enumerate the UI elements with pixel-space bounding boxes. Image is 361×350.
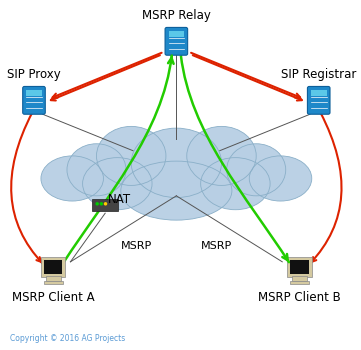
Text: MSRP Client B: MSRP Client B bbox=[258, 291, 341, 304]
FancyBboxPatch shape bbox=[44, 260, 62, 274]
FancyBboxPatch shape bbox=[290, 281, 309, 284]
Ellipse shape bbox=[201, 158, 270, 210]
FancyBboxPatch shape bbox=[45, 276, 61, 281]
Text: MSRP Client A: MSRP Client A bbox=[12, 291, 94, 304]
FancyBboxPatch shape bbox=[287, 257, 312, 277]
Ellipse shape bbox=[187, 126, 256, 186]
Ellipse shape bbox=[249, 156, 312, 201]
Ellipse shape bbox=[96, 126, 166, 186]
Ellipse shape bbox=[83, 158, 152, 210]
Text: SIP Registrar: SIP Registrar bbox=[281, 68, 356, 81]
Ellipse shape bbox=[131, 128, 222, 197]
Circle shape bbox=[96, 203, 98, 205]
FancyBboxPatch shape bbox=[169, 31, 184, 37]
Ellipse shape bbox=[67, 144, 126, 196]
Circle shape bbox=[100, 203, 103, 205]
Text: MSRP: MSRP bbox=[121, 241, 152, 251]
Circle shape bbox=[104, 203, 106, 205]
Text: SIP Proxy: SIP Proxy bbox=[7, 68, 61, 81]
FancyBboxPatch shape bbox=[311, 90, 327, 96]
Text: NAT: NAT bbox=[108, 193, 131, 206]
Text: MSRP: MSRP bbox=[201, 241, 232, 251]
FancyBboxPatch shape bbox=[92, 199, 118, 211]
FancyBboxPatch shape bbox=[44, 281, 63, 284]
Text: Copyright © 2016 AG Projects: Copyright © 2016 AG Projects bbox=[10, 334, 125, 343]
Ellipse shape bbox=[121, 161, 232, 220]
FancyBboxPatch shape bbox=[165, 27, 188, 55]
FancyBboxPatch shape bbox=[308, 86, 330, 114]
Text: MSRP Relay: MSRP Relay bbox=[142, 9, 211, 22]
FancyBboxPatch shape bbox=[26, 90, 42, 96]
FancyBboxPatch shape bbox=[290, 260, 309, 274]
Ellipse shape bbox=[227, 144, 286, 196]
FancyBboxPatch shape bbox=[292, 276, 307, 281]
Ellipse shape bbox=[41, 156, 104, 201]
FancyBboxPatch shape bbox=[41, 257, 65, 277]
FancyBboxPatch shape bbox=[23, 86, 45, 114]
